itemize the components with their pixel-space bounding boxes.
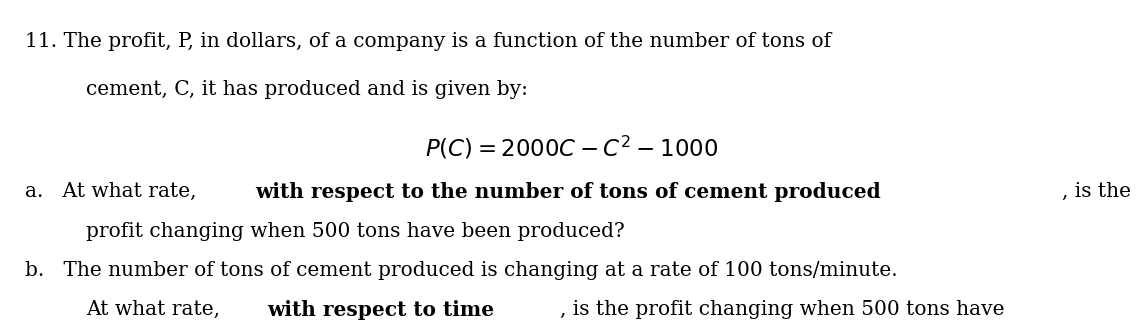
Text: cement, C, it has produced and is given by:: cement, C, it has produced and is given … xyxy=(86,80,527,99)
Text: b.   The number of tons of cement produced is changing at a rate of 100 tons/min: b. The number of tons of cement produced… xyxy=(25,261,898,280)
Text: a.   At what rate,: a. At what rate, xyxy=(25,182,202,201)
Text: profit changing when 500 tons have been produced?: profit changing when 500 tons have been … xyxy=(86,222,625,241)
Text: At what rate,: At what rate, xyxy=(86,300,227,319)
Text: , is the: , is the xyxy=(1062,182,1131,201)
Text: , is the profit changing when 500 tons have: , is the profit changing when 500 tons h… xyxy=(561,300,1004,319)
Text: with respect to time: with respect to time xyxy=(267,300,494,320)
Text: $P(C) = 2000C - C^2 - 1000$: $P(C) = 2000C - C^2 - 1000$ xyxy=(426,134,718,161)
Text: 11. The profit, P, in dollars, of a company is a function of the number of tons : 11. The profit, P, in dollars, of a comp… xyxy=(25,32,832,50)
Text: with respect to the number of tons of cement produced: with respect to the number of tons of ce… xyxy=(255,182,881,202)
